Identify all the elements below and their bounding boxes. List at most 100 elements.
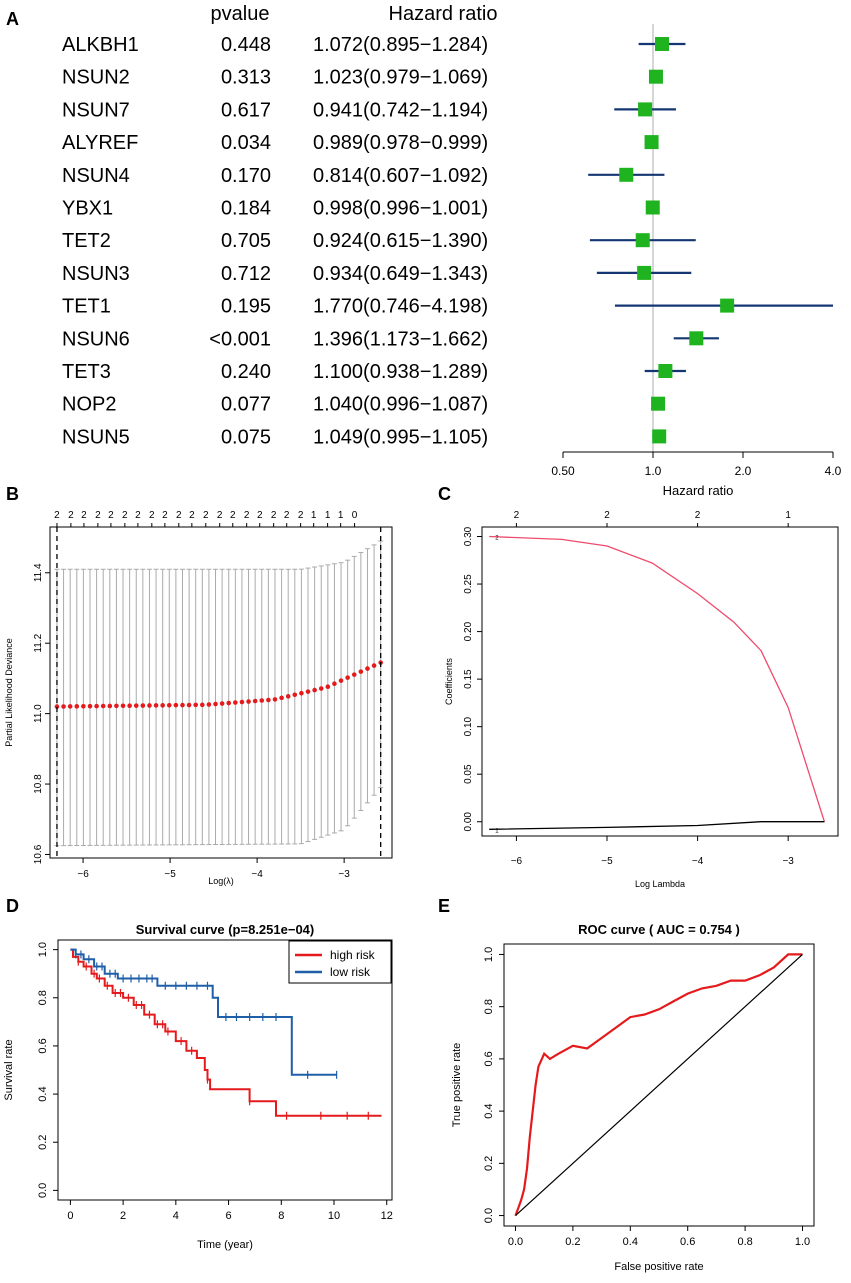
x-tick-label: −6: [77, 869, 89, 880]
y-tick-label: 11.2: [33, 633, 44, 652]
deviance-point: [272, 697, 278, 702]
top-count-label: 1: [325, 510, 331, 521]
top-count-label: 2: [54, 510, 60, 521]
x-tick-label: 2.0: [735, 464, 752, 478]
pvalue-value: 0.448: [221, 34, 271, 56]
x-tick-label: 10: [328, 1210, 340, 1222]
top-count-label: 2: [149, 510, 155, 521]
chart-title: Survival curve (p=8.251e−04): [136, 922, 315, 937]
y-axis-label: Coefficients: [444, 658, 454, 705]
y-tick-label: 0.15: [463, 669, 474, 689]
deviance-point: [87, 703, 93, 709]
top-count-label: 1: [785, 510, 791, 521]
x-tick-label: 1.0: [645, 464, 662, 478]
deviance-point: [312, 687, 317, 693]
panel-e-roc-curve: ROC curve ( AUC = 0.754 ) 0.0 0.2 0.4 0.6 0.8…: [451, 922, 815, 1273]
pvalue-value: 0.712: [221, 263, 271, 285]
x-tick-label: −3: [782, 856, 794, 867]
deviance-point: [365, 666, 370, 671]
x-tick-label: 12: [381, 1210, 393, 1222]
top-count-label: 2: [257, 510, 263, 521]
x-tick-label: −4: [251, 869, 263, 880]
hazard-ratio-text: 0.998(0.996−1.001): [313, 198, 488, 220]
plot-frame: [57, 939, 393, 1201]
deviance-point: [206, 702, 212, 707]
hr-marker: [645, 200, 660, 215]
panel-label-b: B: [6, 484, 19, 504]
y-tick-label: 0.20: [463, 621, 474, 641]
deviance-point: [160, 703, 165, 708]
pvalue-value: 0.184: [221, 198, 271, 220]
deviance-point: [81, 703, 86, 709]
x-axis-label: Log(λ): [208, 876, 234, 886]
top-count-label: 2: [604, 510, 610, 521]
deviance-point: [153, 703, 159, 708]
hazard-ratio-text: 1.072(0.895−1.284): [313, 34, 488, 56]
gene-label: NSUN5: [62, 426, 130, 448]
panel-d-survival-curve: Survival curve (p=8.251e−04) 0 2 4 6 8 10 12 0.0…: [3, 922, 393, 1251]
deviance-point: [233, 700, 238, 705]
deviance-point: [292, 692, 298, 698]
deviance-point: [259, 698, 265, 703]
gene-label: YBX1: [62, 198, 113, 220]
hr-marker: [658, 364, 673, 378]
gene-label: NSUN7: [62, 99, 130, 121]
panel-a-forest-plot: pvalue Hazard ratio ALKBH1 0.448 1.072(0.895…: [62, 3, 842, 498]
deviance-point: [147, 703, 152, 708]
y-tick-label: 0.4: [483, 1103, 495, 1118]
y-tick-label: 10.6: [33, 844, 44, 864]
hazard-ratio-text: 0.934(0.649−1.343): [313, 263, 488, 285]
x-tick-label: 0.4: [623, 1236, 638, 1248]
gene-label: ALKBH1: [62, 34, 139, 56]
deviance-point: [279, 695, 284, 701]
x-tick-label: 6: [225, 1210, 231, 1222]
top-count-label: 2: [514, 510, 520, 521]
x-tick-label: 0.50: [551, 464, 575, 478]
top-count-label: 2: [695, 510, 701, 521]
y-tick-label: 10.8: [33, 774, 44, 794]
top-count-label: 2: [217, 510, 223, 521]
pvalue-header: pvalue: [211, 3, 270, 25]
legend-label: low risk: [330, 965, 371, 979]
pvalue-value: 0.705: [221, 230, 271, 252]
pvalue-value: 0.075: [221, 426, 271, 448]
pvalue-value: <0.001: [209, 328, 271, 350]
hr-marker: [689, 331, 704, 346]
top-count-label: 2: [271, 510, 277, 521]
x-tick-label: −3: [338, 869, 350, 880]
pvalue-value: 0.077: [221, 394, 271, 416]
top-count-label: 2: [68, 510, 74, 521]
deviance-point: [94, 703, 99, 709]
hr-marker: [638, 102, 653, 117]
deviance-point: [213, 701, 218, 707]
hazard-ratio-text: 0.941(0.742−1.194): [313, 99, 488, 121]
deviance-point: [351, 672, 357, 677]
panel-c-coefficient-path-plot: 2 1 −6 −5 −4 −3 0.00 0.05 0.10 0.15 0.20 0.25 0.30 2 2…: [444, 510, 839, 889]
top-count-label: 1: [311, 510, 317, 521]
gene-label: TET3: [62, 361, 111, 383]
top-count-label: 2: [108, 510, 114, 521]
deviance-point: [180, 702, 185, 708]
top-count-label: 2: [189, 510, 195, 521]
gene-label: TET1: [62, 296, 111, 318]
hazard-ratio-text: 0.814(0.607−1.092): [313, 165, 488, 187]
deviance-point: [299, 690, 304, 696]
line-label: 1: [495, 828, 499, 834]
top-count-label: 2: [162, 510, 168, 521]
x-tick-label: 0.8: [737, 1236, 752, 1248]
hr-marker: [655, 37, 670, 51]
x-tick-label: 1.0: [795, 1236, 810, 1248]
x-tick-label: 4: [173, 1210, 179, 1222]
deviance-point: [338, 678, 344, 683]
x-axis-label: False positive rate: [614, 1261, 703, 1273]
y-tick-label: 1.0: [483, 947, 495, 962]
hr-marker: [651, 396, 666, 411]
hr-marker: [635, 233, 650, 248]
deviance-point: [173, 702, 179, 708]
top-count-label: 2: [95, 510, 101, 521]
deviance-point: [74, 704, 80, 709]
x-tick-label: 0: [67, 1210, 73, 1222]
x-axis-label: Time (year): [197, 1239, 253, 1251]
roc-curve-line: [514, 953, 803, 1216]
pvalue-value: 0.313: [221, 67, 271, 89]
